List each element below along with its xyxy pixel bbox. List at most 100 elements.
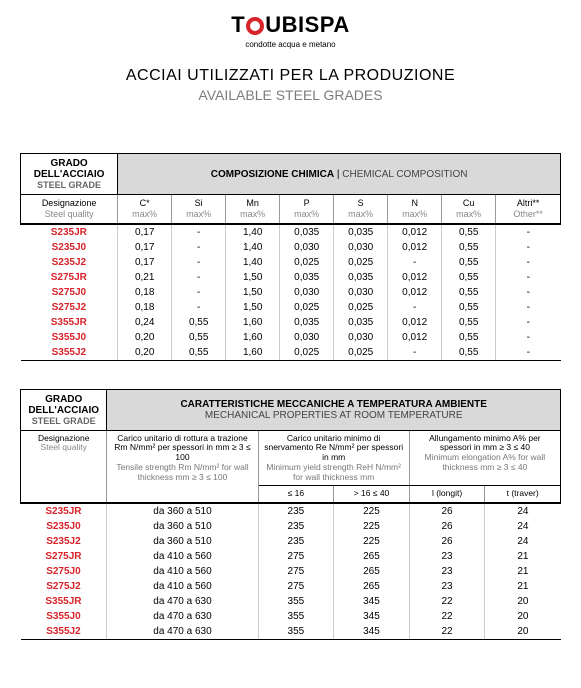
t1-col-header: Mnmax% (226, 195, 280, 224)
value-cell: 1,50 (226, 300, 280, 315)
elong1-cell: 23 (409, 579, 485, 594)
t1-col-header: Nmax% (388, 195, 442, 224)
page-title-it: ACCIAI UTILIZZATI PER LA PRODUZIONE (20, 67, 561, 85)
t1-col-header: Simax% (172, 195, 226, 224)
grade-cell: S275JR (21, 549, 107, 564)
value-cell: - (496, 285, 561, 300)
value-cell: 0,55 (172, 315, 226, 330)
value-cell: 0,17 (118, 224, 172, 240)
yield2-cell: 225 (334, 519, 410, 534)
elong2-cell: 21 (485, 564, 561, 579)
table-row: S275J2da 410 a 5602752652321 (21, 579, 561, 594)
t1-col-header: Smax% (334, 195, 388, 224)
table-row: S275J20,18-1,500,0250,025-0,55- (21, 300, 561, 315)
t1-left-header: GRADO DELL'ACCIAIO STEEL GRADE (21, 154, 118, 195)
value-cell: - (172, 270, 226, 285)
tensile-cell: da 470 a 630 (107, 609, 258, 624)
t2-col-yield: Carico unitario minimo di snervamento Re… (258, 430, 409, 486)
yield2-cell: 225 (334, 534, 410, 549)
yield1-cell: 235 (258, 534, 334, 549)
value-cell: - (172, 224, 226, 240)
value-cell: 0,17 (118, 240, 172, 255)
value-cell: 0,55 (442, 255, 496, 270)
value-cell: 0,20 (118, 330, 172, 345)
t2-col-elong: Allungamento minimo A% per spessori in m… (409, 430, 560, 486)
t2-col-tensile: Carico unitario di rottura a trazione Rm… (107, 430, 258, 503)
value-cell: 1,60 (226, 315, 280, 330)
tensile-cell: da 360 a 510 (107, 534, 258, 549)
elong2-cell: 24 (485, 534, 561, 549)
grade-cell: S355J0 (21, 330, 118, 345)
value-cell: 0,025 (280, 300, 334, 315)
value-cell: - (496, 270, 561, 285)
t2-col-designazione: Designazione Steel quality (21, 430, 107, 503)
brand-logo: T UBISPA (20, 12, 561, 38)
t2-left-header: GRADO DELL'ACCIAIO STEEL GRADE (21, 389, 107, 430)
elong1-cell: 22 (409, 609, 485, 624)
elong2-cell: 24 (485, 503, 561, 519)
grade-cell: S355JR (21, 315, 118, 330)
t1-right-header: COMPOSIZIONE CHIMICA | CHEMICAL COMPOSIT… (118, 154, 561, 195)
tensile-cell: da 410 a 560 (107, 579, 258, 594)
value-cell: 0,012 (388, 315, 442, 330)
value-cell: 0,17 (118, 255, 172, 270)
elong1-cell: 26 (409, 534, 485, 549)
yield1-cell: 355 (258, 594, 334, 609)
value-cell: - (172, 255, 226, 270)
value-cell: - (172, 300, 226, 315)
table-row: S235JR0,17-1,400,0350,0350,0120,55- (21, 224, 561, 240)
value-cell: 0,55 (172, 345, 226, 361)
table-row: S235JRda 360 a 5102352252624 (21, 503, 561, 519)
value-cell: 0,035 (334, 224, 388, 240)
value-cell: 1,60 (226, 345, 280, 361)
elong2-cell: 20 (485, 624, 561, 640)
value-cell: 1,50 (226, 270, 280, 285)
value-cell: - (496, 240, 561, 255)
yield2-cell: 225 (334, 503, 410, 519)
table-row: S275JR0,21-1,500,0350,0350,0120,55- (21, 270, 561, 285)
value-cell: 0,030 (280, 330, 334, 345)
value-cell: 0,025 (280, 345, 334, 361)
t1-col-designazione: Designazione Steel quality (21, 195, 118, 224)
t2-right-header: CARATTERISTICHE MECCANICHE A TEMPERATURA… (107, 389, 561, 430)
yield1-cell: 235 (258, 503, 334, 519)
value-cell: 0,18 (118, 300, 172, 315)
value-cell: 1,60 (226, 330, 280, 345)
t2-elong-sub2: t (traver) (485, 486, 561, 503)
value-cell: 0,025 (334, 255, 388, 270)
value-cell: 0,012 (388, 330, 442, 345)
value-cell: - (496, 315, 561, 330)
t1-col-header: Altri**Other** (496, 195, 561, 224)
value-cell: 1,50 (226, 285, 280, 300)
table-row: S355J0da 470 a 6303553452220 (21, 609, 561, 624)
value-cell: 0,55 (442, 285, 496, 300)
yield2-cell: 265 (334, 549, 410, 564)
value-cell: 0,55 (172, 330, 226, 345)
elong1-cell: 26 (409, 519, 485, 534)
elong1-cell: 22 (409, 594, 485, 609)
value-cell: 1,40 (226, 224, 280, 240)
t2-yield-sub2: > 16 ≤ 40 (334, 486, 410, 503)
value-cell: 0,025 (280, 255, 334, 270)
value-cell: - (496, 255, 561, 270)
grade-cell: S275J0 (21, 564, 107, 579)
grade-cell: S355J0 (21, 609, 107, 624)
table-row: S355J2da 470 a 6303553452220 (21, 624, 561, 640)
t1-col-header: Cumax% (442, 195, 496, 224)
table-row: S235J20,17-1,400,0250,025-0,55- (21, 255, 561, 270)
table-row: S235J2da 360 a 5102352252624 (21, 534, 561, 549)
yield1-cell: 235 (258, 519, 334, 534)
t2-yield-sub1: ≤ 16 (258, 486, 334, 503)
value-cell: 0,035 (280, 224, 334, 240)
value-cell: - (496, 330, 561, 345)
elong2-cell: 20 (485, 594, 561, 609)
grade-cell: S275J0 (21, 285, 118, 300)
table-row: S355J20,200,551,600,0250,025-0,55- (21, 345, 561, 361)
yield1-cell: 275 (258, 564, 334, 579)
tensile-cell: da 470 a 630 (107, 594, 258, 609)
value-cell: - (496, 345, 561, 361)
table-row: S235J00,17-1,400,0300,0300,0120,55- (21, 240, 561, 255)
table-row: S275J0da 410 a 5602752652321 (21, 564, 561, 579)
grade-cell: S235J2 (21, 255, 118, 270)
elong1-cell: 23 (409, 549, 485, 564)
